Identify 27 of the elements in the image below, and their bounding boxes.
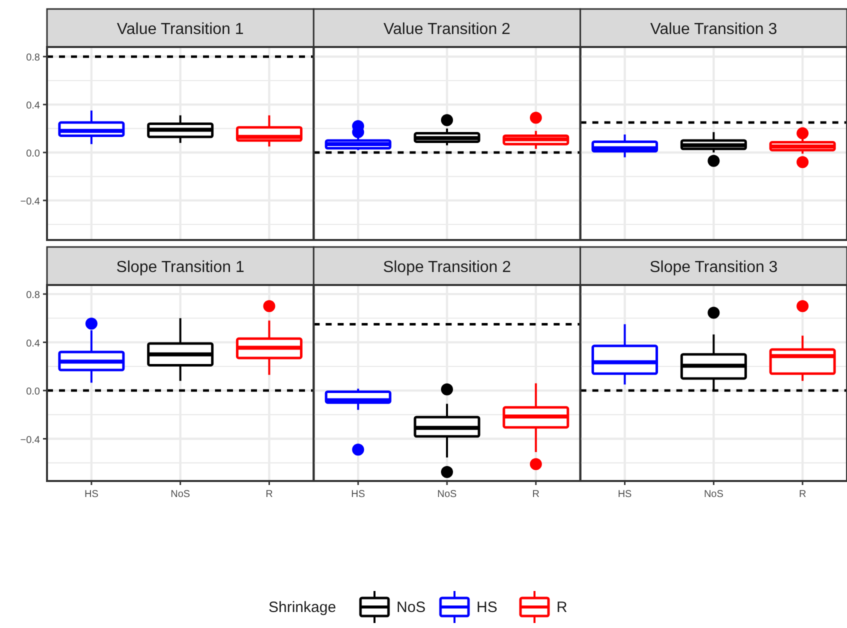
x-tick-label: R: [798, 489, 806, 500]
x-tick-label: R: [532, 489, 540, 500]
legend-label: HS: [476, 599, 498, 616]
chart-title: Slope Transition 3: [650, 259, 778, 276]
y-tick-label: −0.4: [20, 434, 40, 446]
y-tick-label: 0.8: [26, 290, 40, 302]
x-tick-label: NoS: [704, 489, 724, 500]
x-tick-label: NoS: [170, 489, 190, 500]
y-tick-label: 0.0: [26, 148, 40, 160]
chart-title: Value Transition 1: [116, 21, 244, 38]
chart-title: Value Transition 2: [384, 21, 511, 38]
y-tick-label: −0.4: [20, 196, 40, 208]
x-tick-label: NoS: [437, 489, 458, 500]
legend-label: NoS: [396, 599, 426, 616]
legend-label: R: [556, 599, 568, 616]
chart-title: Slope Transition 1: [116, 259, 244, 276]
legend-title: Shrinkage: [268, 599, 336, 616]
chart-title: Slope Transition 2: [382, 259, 512, 276]
x-tick-label: HS: [351, 489, 366, 500]
y-tick-label: 0.8: [26, 52, 40, 64]
x-tick-label: HS: [618, 489, 632, 500]
y-tick-label: 0.4: [26, 100, 40, 112]
chart-title: Value Transition 3: [650, 21, 778, 38]
y-tick-label: 0.0: [26, 386, 40, 398]
y-tick-label: 0.4: [26, 338, 40, 350]
x-tick-label: HS: [84, 489, 99, 500]
x-tick-label: R: [266, 489, 273, 500]
